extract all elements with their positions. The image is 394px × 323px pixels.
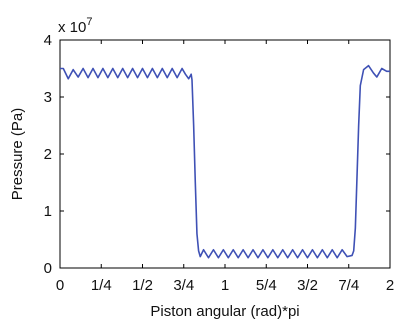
y-multiplier-exponent: 7 xyxy=(86,16,92,28)
y-axis-label: Pressure (Pa) xyxy=(9,108,26,201)
x-tick-label: 3/2 xyxy=(297,277,318,294)
y-multiplier: x 107 xyxy=(58,16,92,36)
y-multiplier-base: x 10 xyxy=(58,19,86,36)
x-tick-labels: 0 1/4 1/2 3/4 1 5/4 3/2 7/4 2 xyxy=(56,277,394,294)
x-tick-label: 7/4 xyxy=(338,277,359,294)
y-tick-label: 2 xyxy=(44,146,52,163)
y-tick-label: 0 xyxy=(44,260,52,277)
y-tick-labels: 0 1 2 3 4 xyxy=(44,32,52,277)
x-tick-label: 3/4 xyxy=(173,277,194,294)
x-tick-label: 1 xyxy=(221,277,229,294)
axis-ticks xyxy=(59,39,391,269)
x-axis-label: Piston angular (rad)*pi xyxy=(150,303,299,320)
x-tick-label: 1/4 xyxy=(91,277,112,294)
series-layer xyxy=(60,64,390,259)
y-tick-label: 3 xyxy=(44,89,52,106)
x-tick-label: 5/4 xyxy=(256,277,277,294)
pressure-series-line xyxy=(60,64,390,259)
x-tick-label: 2 xyxy=(386,277,394,294)
x-tick-label: 1/2 xyxy=(132,277,153,294)
plot-frame xyxy=(59,39,391,269)
x-tick-label: 0 xyxy=(56,277,64,294)
y-tick-label: 4 xyxy=(44,32,52,49)
y-tick-label: 1 xyxy=(44,203,52,220)
